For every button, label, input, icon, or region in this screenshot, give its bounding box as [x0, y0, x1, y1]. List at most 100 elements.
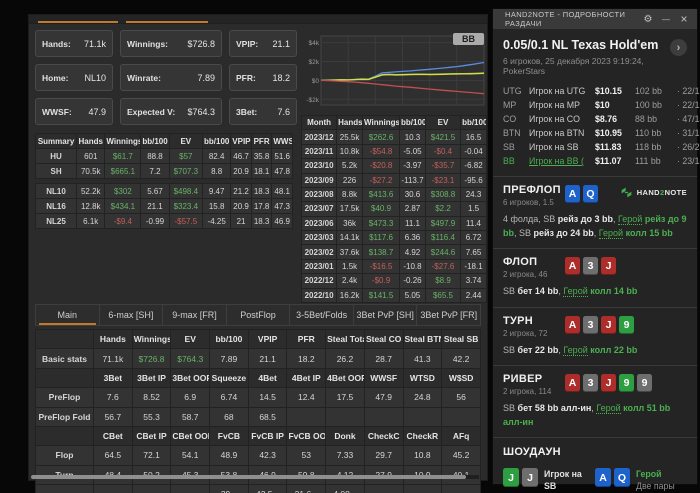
svg-text:$2k: $2k: [309, 59, 320, 66]
horizontal-scrollbar[interactable]: [31, 475, 479, 479]
column-header: Month: [300, 114, 338, 131]
action-segment: рейз до 3 bb: [557, 214, 613, 224]
table-row: 2023/12 25.5k $262.6 10.3 $421.5 16.5: [300, 129, 487, 145]
hero-link[interactable]: Герой: [617, 214, 643, 225]
column-header: Squeeze: [209, 367, 249, 389]
column-header: Steal SB: [441, 328, 481, 350]
stat-box-value: 7.6: [277, 106, 290, 117]
table-cell: $57: [168, 148, 204, 164]
row-label-cell: 2023/10: [300, 158, 338, 174]
table-cell: 7.6: [93, 387, 133, 408]
table-cell: -0.99: [140, 213, 170, 229]
table-cell: 15.8: [202, 198, 232, 214]
table-cell: $764.3: [170, 348, 211, 369]
table-cell: 53: [286, 445, 327, 466]
column-header: FvCB IP: [247, 425, 288, 447]
player-position: SB: [503, 142, 515, 152]
stat-box: 3Bet: 7.6: [229, 98, 297, 125]
table-cell: -$23.1: [424, 172, 462, 188]
table-cell: $244.6: [424, 244, 462, 260]
next-hand-button[interactable]: ›: [670, 39, 687, 56]
table-cell: 45.2: [441, 445, 481, 466]
row-label-cell: 2022/12: [300, 273, 338, 289]
stat-box: PFR: 18.2: [229, 64, 297, 91]
table-cell: [402, 406, 443, 427]
table-cell: 46.9: [247, 464, 288, 486]
table-cell: [286, 406, 327, 427]
row-label-cell: SH: [34, 163, 78, 179]
table-cell: 70.5k: [76, 163, 106, 179]
showdown-title: ШОУДАУН: [503, 446, 561, 458]
active-tab-indicator-1[interactable]: [38, 21, 118, 23]
table-cell: $413.6: [362, 186, 401, 203]
row-label-cell: NL16: [34, 198, 78, 214]
table-cell: 21.1: [247, 348, 288, 369]
action-segment: колл 51 bb алл-ин: [503, 403, 671, 427]
table-row: River58.855.364.4395942.54031.6194.08493…: [35, 483, 481, 493]
table-cell: -95.6: [460, 172, 487, 188]
row-label-cell: 2023/03: [300, 229, 338, 246]
close-icon[interactable]: ×: [680, 12, 688, 26]
table-cell: -$35.7: [424, 158, 462, 174]
gear-icon[interactable]: ⚙: [643, 13, 653, 25]
report-tab-3-5bet-folds[interactable]: 3-5Bet/Folds: [289, 305, 353, 325]
table-cell: 30.6: [363, 483, 404, 493]
report-tab-postflop[interactable]: PostFlop: [225, 305, 290, 325]
report-tab-3bet-pvp-sh-[interactable]: 3Bet PvP [SH]: [352, 305, 417, 325]
horizontal-scrollbar-thumb[interactable]: [31, 475, 466, 479]
table-cell: 10.3: [399, 129, 426, 145]
card-a-red: A: [565, 315, 580, 334]
hero-link[interactable]: Герой: [563, 344, 588, 356]
row-label-cell: 2023/11: [300, 143, 338, 160]
column-header: bb/100: [460, 114, 487, 131]
street-action-text: SB бет 22 bb, Герой колл 22 bb: [503, 344, 687, 358]
hero-link[interactable]: Герой: [596, 403, 621, 414]
hero-link[interactable]: Герой: [598, 227, 624, 239]
report-tab-9-max-fr-[interactable]: 9-max [FR]: [162, 305, 226, 325]
column-header: 3Bet OOP: [170, 367, 211, 389]
street-section: ТУРН 2 игрока, 72 A 3 J 9 SB бет 22 bb, Герой …: [493, 306, 697, 366]
column-header: Winnings: [104, 133, 142, 149]
table-cell: 6.9: [170, 387, 211, 408]
table-cell: 14.5: [247, 387, 288, 408]
table-cell: 4.0849: [325, 483, 365, 493]
table-cell: 56.7: [93, 406, 133, 427]
action-segment: ,: [558, 286, 564, 296]
table-row: NL10 52.2k $302 5.67 $498.4 9.47 21.2 18.3 48.1: [34, 183, 293, 199]
action-segment: , SB: [514, 227, 534, 238]
column-header: 4Bet: [247, 367, 288, 389]
column-header: VPIP: [247, 328, 288, 350]
hero-link[interactable]: Герой: [563, 286, 588, 297]
table-header-row: 3Bet 3Bet IP 3Bet OOP Squeeze 4Bet 4Bet IP 4Be…: [35, 367, 481, 389]
street-subtitle: 2 игрока, 72: [503, 328, 548, 338]
card-a-red: A: [565, 257, 580, 275]
card-3-gray: 3: [583, 257, 598, 275]
report-tab-6-max-sh-[interactable]: 6-max [SH]: [98, 305, 163, 325]
table-cell: -0.04: [460, 143, 487, 160]
table-cell: $2.2: [424, 201, 462, 217]
table-cell: 28.7: [363, 348, 404, 369]
report-tab-3bet-pvp-fr-[interactable]: 3Bet PvP [FR]: [416, 305, 480, 325]
table-cell: 18.2: [286, 348, 327, 369]
player-name: Игрок на MP: [529, 100, 580, 110]
minimize-icon[interactable]: —: [662, 14, 670, 24]
table-cell: $434.1: [104, 198, 142, 214]
table-cell: 46.9: [271, 213, 293, 229]
player-name[interactable]: Игрок на BB (: [529, 156, 584, 166]
action-segment: SB: [503, 403, 518, 413]
row-label-cell: NL25: [34, 213, 78, 229]
column-header: Steal BTN: [402, 328, 443, 350]
table-row: HU 601 $61.7 88.8 $57 82.4 46.7 35.8 51.6: [34, 148, 293, 164]
card-9-green: 9: [619, 374, 634, 392]
street-title-block: ПРЕФЛОП 6 игроков, 1.5: [503, 184, 565, 207]
table-cell: -18.1: [460, 258, 487, 275]
table-cell: 7.89: [209, 348, 249, 369]
chart-bb-toggle-button[interactable]: BB: [453, 33, 484, 45]
active-tab-indicator-2[interactable]: [126, 21, 208, 23]
table-cell: 8.8: [202, 163, 232, 179]
report-tab-main[interactable]: Main: [36, 305, 99, 325]
